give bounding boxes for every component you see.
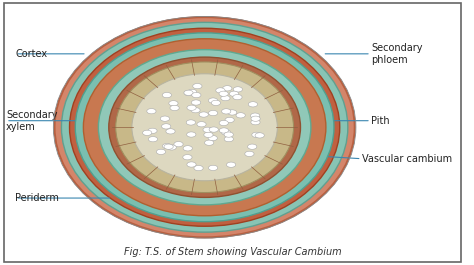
Circle shape bbox=[219, 128, 228, 133]
Circle shape bbox=[227, 162, 236, 167]
Circle shape bbox=[163, 143, 172, 149]
Circle shape bbox=[251, 120, 260, 125]
Circle shape bbox=[255, 133, 264, 138]
Ellipse shape bbox=[75, 33, 334, 222]
Circle shape bbox=[248, 102, 257, 107]
Circle shape bbox=[191, 100, 201, 105]
Circle shape bbox=[170, 105, 179, 111]
Circle shape bbox=[205, 140, 214, 145]
Circle shape bbox=[251, 116, 260, 121]
Text: Secondary
xylem: Secondary xylem bbox=[6, 110, 57, 131]
Circle shape bbox=[183, 154, 192, 160]
Text: Periderm: Periderm bbox=[15, 193, 59, 203]
Circle shape bbox=[236, 113, 245, 118]
Circle shape bbox=[187, 162, 196, 167]
Ellipse shape bbox=[70, 28, 340, 226]
Ellipse shape bbox=[132, 74, 277, 181]
Circle shape bbox=[191, 108, 200, 113]
Circle shape bbox=[166, 129, 175, 134]
Circle shape bbox=[224, 136, 233, 142]
Circle shape bbox=[204, 132, 213, 138]
Circle shape bbox=[187, 105, 196, 111]
Ellipse shape bbox=[99, 50, 311, 205]
Circle shape bbox=[223, 86, 232, 91]
Ellipse shape bbox=[109, 57, 301, 197]
Circle shape bbox=[233, 95, 242, 100]
Circle shape bbox=[219, 91, 228, 96]
Circle shape bbox=[209, 165, 218, 170]
Circle shape bbox=[162, 124, 171, 129]
Circle shape bbox=[197, 122, 206, 127]
Circle shape bbox=[187, 132, 196, 137]
Circle shape bbox=[211, 100, 220, 105]
Circle shape bbox=[221, 95, 230, 101]
Circle shape bbox=[233, 87, 243, 92]
Text: Pith: Pith bbox=[371, 116, 390, 126]
Circle shape bbox=[184, 90, 193, 96]
Circle shape bbox=[148, 128, 157, 134]
Circle shape bbox=[250, 113, 260, 118]
Ellipse shape bbox=[116, 62, 293, 193]
Circle shape bbox=[183, 146, 192, 151]
Text: Vascular cambium: Vascular cambium bbox=[362, 154, 452, 164]
Circle shape bbox=[229, 91, 238, 96]
Circle shape bbox=[216, 88, 225, 93]
Circle shape bbox=[164, 144, 173, 149]
Text: Fig: T.S. of Stem showing Vascular Cambium: Fig: T.S. of Stem showing Vascular Cambi… bbox=[124, 247, 341, 257]
Circle shape bbox=[199, 112, 209, 117]
Circle shape bbox=[148, 136, 157, 142]
Circle shape bbox=[228, 110, 237, 115]
Circle shape bbox=[224, 132, 233, 137]
Circle shape bbox=[160, 116, 170, 121]
Circle shape bbox=[186, 120, 195, 125]
Circle shape bbox=[184, 90, 193, 95]
Circle shape bbox=[252, 132, 261, 138]
Circle shape bbox=[225, 117, 234, 123]
Text: Secondary
phloem: Secondary phloem bbox=[371, 43, 422, 65]
Circle shape bbox=[208, 135, 218, 141]
Circle shape bbox=[247, 144, 257, 149]
Circle shape bbox=[162, 92, 172, 98]
Circle shape bbox=[187, 89, 197, 95]
Circle shape bbox=[219, 120, 228, 126]
Circle shape bbox=[193, 83, 202, 89]
Ellipse shape bbox=[83, 39, 326, 216]
Circle shape bbox=[245, 151, 254, 157]
Circle shape bbox=[169, 101, 178, 106]
Ellipse shape bbox=[55, 17, 355, 237]
Circle shape bbox=[167, 145, 176, 150]
Circle shape bbox=[191, 92, 201, 98]
Circle shape bbox=[209, 127, 219, 132]
Ellipse shape bbox=[62, 22, 348, 232]
Circle shape bbox=[209, 98, 218, 103]
Circle shape bbox=[194, 165, 203, 171]
Circle shape bbox=[203, 127, 212, 132]
Circle shape bbox=[156, 149, 165, 154]
Text: Cortex: Cortex bbox=[15, 49, 47, 59]
Circle shape bbox=[209, 111, 218, 116]
Circle shape bbox=[147, 109, 156, 114]
Circle shape bbox=[222, 109, 231, 114]
Circle shape bbox=[143, 130, 152, 135]
Circle shape bbox=[174, 142, 183, 147]
Circle shape bbox=[221, 130, 231, 135]
